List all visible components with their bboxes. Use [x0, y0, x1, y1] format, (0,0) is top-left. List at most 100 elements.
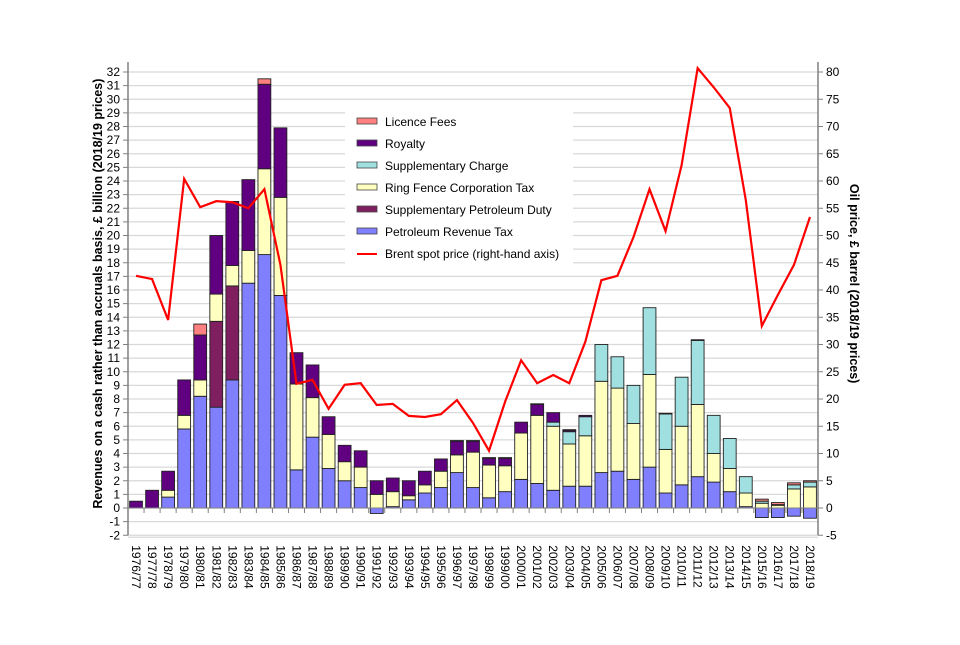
y-tick-label: 28 [107, 120, 121, 134]
bar-segment-supplementary-charge [739, 477, 752, 493]
bar-segment-petroleum-revenue-tax [354, 488, 367, 508]
y-tick-label: 18 [107, 256, 121, 270]
x-tick-label: 2006/07 [610, 545, 624, 589]
bar-segment-supplementary-charge [804, 482, 817, 487]
bar-segment-petroleum-revenue-tax [755, 508, 768, 518]
bar-segment-petroleum-revenue-tax [194, 396, 207, 508]
bar-segment-licence-fees [194, 324, 207, 335]
x-tick-label: 2002/03 [546, 545, 560, 589]
bar-segment-petroleum-revenue-tax [675, 485, 688, 508]
bar-segment-supplementary-charge [659, 414, 672, 449]
bar-segment-royalty [226, 201, 239, 265]
legend-label: Licence Fees [385, 115, 456, 129]
bar-segment-petroleum-revenue-tax [434, 488, 447, 508]
bar-segment-licence-fees [659, 413, 672, 414]
bar-segment-licence-fees [788, 483, 801, 485]
x-tick-label: 2000/01 [514, 545, 528, 589]
x-tick-label: 1987/88 [306, 545, 320, 589]
legend-swatch [357, 184, 377, 190]
bar-segment-petroleum-revenue-tax [290, 470, 303, 508]
x-tick-label: 1984/85 [257, 545, 271, 589]
bar-segment-petroleum-revenue-tax [788, 508, 801, 516]
bar-segment-ring-fence-corporation-tax [242, 250, 255, 283]
bar-segment-royalty [515, 422, 528, 433]
y-tick-label: 21 [107, 215, 121, 229]
x-tick-label: 1977/78 [145, 545, 159, 589]
legend-item: Supplementary Petroleum Duty [357, 203, 552, 217]
bar-segment-ring-fence-corporation-tax [354, 467, 367, 487]
bar-segment-ring-fence-corporation-tax [178, 415, 191, 429]
bar-segment-ring-fence-corporation-tax [595, 381, 608, 472]
bar-segment-petroleum-revenue-tax [804, 508, 817, 518]
bar-segment-petroleum-revenue-tax [242, 283, 255, 508]
y-tick-label: 24 [107, 174, 121, 188]
x-tick-label: 2018/19 [803, 545, 817, 589]
y-tick-label: 16 [107, 283, 121, 297]
y-tick-label: 19 [107, 242, 121, 256]
bar-segment-ring-fence-corporation-tax [194, 380, 207, 396]
bar-segment-licence-fees [804, 481, 817, 482]
y-tick-label: 30 [107, 92, 121, 106]
bar-segment-ring-fence-corporation-tax [322, 434, 335, 468]
bar-segment-petroleum-revenue-tax [274, 295, 287, 508]
bar-segment-licence-fees [771, 503, 784, 505]
x-tick-label: 1995/96 [434, 545, 448, 589]
y2-tick-label: 40 [826, 283, 840, 297]
x-tick-label: 2004/05 [578, 545, 592, 589]
x-tick-label: 2017/18 [787, 545, 801, 589]
bar-segment-ring-fence-corporation-tax [210, 294, 223, 321]
legend-item: Brent spot price (right-hand axis) [357, 247, 559, 261]
y2-tick-label: 60 [826, 174, 840, 188]
x-tick-label: 2003/04 [562, 545, 576, 589]
bar-segment-royalty [210, 236, 223, 295]
legend-label: Supplementary Petroleum Duty [385, 203, 552, 217]
bar-segment-ring-fence-corporation-tax [226, 265, 239, 285]
y2-tick-label: 20 [826, 392, 840, 406]
y-tick-label: -2 [109, 528, 120, 542]
legend-swatch [357, 140, 377, 146]
legend-label: Brent spot price (right-hand axis) [385, 247, 559, 261]
bar-segment-supplementary-charge [627, 385, 640, 423]
bar-segment-royalty [483, 458, 496, 465]
bar-segment-petroleum-revenue-tax [595, 473, 608, 508]
y2-tick-label: 50 [826, 229, 840, 243]
x-tick-label: 1978/79 [161, 545, 175, 589]
bar-segment-licence-fees [563, 430, 576, 431]
bar-segment-ring-fence-corporation-tax [804, 487, 817, 508]
bar-segment-licence-fees [499, 458, 512, 459]
bar-segment-royalty [547, 413, 560, 423]
bar-segment-royalty [370, 481, 383, 495]
y-tick-label: 1 [113, 487, 120, 501]
bar-segment-ring-fence-corporation-tax [370, 494, 383, 508]
legend-label: Petroleum Revenue Tax [385, 225, 513, 239]
x-tick-label: 2007/08 [626, 545, 640, 589]
bar-segment-royalty [467, 441, 480, 452]
bar-segment-ring-fence-corporation-tax [739, 493, 752, 507]
x-tick-label: 1989/90 [338, 545, 352, 589]
y-tick-label: 29 [107, 106, 121, 120]
bar-segment-petroleum-revenue-tax [258, 255, 271, 508]
bar-segment-royalty [402, 481, 415, 496]
bar-segment-licence-fees [451, 441, 464, 442]
bar-segment-royalty [242, 180, 255, 251]
legend-label: Ring Fence Corporation Tax [385, 181, 534, 195]
bar-segment-ring-fence-corporation-tax [691, 404, 704, 476]
bar-segment-ring-fence-corporation-tax [499, 466, 512, 492]
x-tick-label: 2016/17 [771, 545, 785, 589]
bar-segment-supplementary-charge [595, 345, 608, 382]
y-axis-title: Revenues on a cash rather than accruals … [91, 79, 105, 509]
bar-segment-supplementary-charge [563, 432, 576, 444]
bar-segment-petroleum-revenue-tax [306, 437, 319, 508]
bar-segment-licence-fees [483, 458, 496, 459]
bar-segment-petroleum-revenue-tax [707, 482, 720, 508]
bar-segment-ring-fence-corporation-tax [563, 444, 576, 486]
bar-segment-petroleum-revenue-tax [563, 486, 576, 508]
bar-segment-petroleum-revenue-tax [611, 471, 624, 508]
bar-segment-supplementary-charge [611, 357, 624, 388]
bar-segment-ring-fence-corporation-tax [675, 426, 688, 485]
bar-segment-supplementary-charge [723, 439, 736, 469]
bar-segment-ring-fence-corporation-tax [306, 398, 319, 438]
y-tick-label: 12 [107, 338, 121, 352]
x-tick-label: 1999/00 [498, 545, 512, 589]
